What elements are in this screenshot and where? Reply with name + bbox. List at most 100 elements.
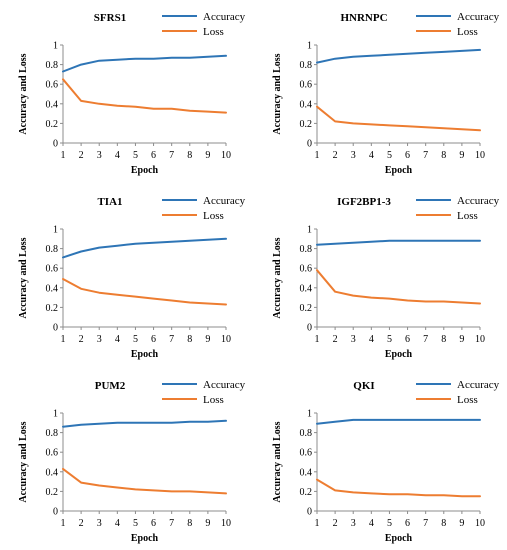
x-axis-label: Epoch (385, 349, 413, 360)
y-axis-label: Accuracy and Loss (18, 421, 29, 502)
y-tick-label: 0.8 (46, 244, 59, 255)
x-tick-label: 6 (405, 518, 410, 529)
y-tick-label: 0.8 (46, 60, 59, 71)
legend-label-accuracy: Accuracy (457, 11, 500, 23)
x-tick-label: 4 (369, 518, 374, 529)
x-axis-label: Epoch (385, 165, 413, 176)
x-axis-label: Epoch (131, 349, 159, 360)
series-line-loss (316, 269, 481, 305)
y-tick-label: 0.6 (300, 448, 313, 459)
y-tick-label: 0.4 (300, 99, 313, 110)
y-axis-label: Accuracy and Loss (18, 53, 29, 134)
chart-panel-5: 0 0.2 0.4 0.6 0.8 1 1 2 3 4 5 6 7 8 9 10 Epoch Accuracy a… (18, 379, 246, 544)
chart-title: PUM2 (95, 380, 126, 392)
y-tick-label: 0.6 (300, 264, 313, 275)
x-tick-label: 5 (133, 518, 138, 529)
x-tick-label: 5 (133, 150, 138, 161)
x-tick-label: 2 (333, 518, 338, 529)
x-tick-label: 10 (221, 150, 231, 161)
x-tick-label: 3 (97, 334, 102, 345)
series-line-accuracy (62, 54, 227, 73)
x-tick-label: 9 (205, 334, 210, 345)
x-axis-label: Epoch (131, 165, 159, 176)
y-tick-label: 1 (307, 409, 312, 420)
x-tick-label: 6 (151, 518, 156, 529)
y-tick-label: 1 (53, 225, 58, 236)
legend-label-accuracy: Accuracy (457, 195, 500, 207)
y-tick-label: 0.6 (46, 448, 59, 459)
x-tick-label: 3 (97, 150, 102, 161)
x-axis-label: Epoch (131, 533, 159, 544)
y-axis-label: Accuracy and Loss (272, 237, 283, 318)
x-tick-label: 5 (133, 334, 138, 345)
x-tick-label: 8 (187, 150, 192, 161)
y-tick-label: 0.4 (300, 283, 313, 294)
legend-label-accuracy: Accuracy (203, 11, 246, 23)
legend-label-loss: Loss (457, 26, 478, 38)
x-tick-label: 5 (387, 334, 392, 345)
series-line-loss (316, 105, 481, 132)
y-tick-label: 1 (307, 225, 312, 236)
chart-title: HNRNPC (340, 12, 387, 24)
chart-title: TIA1 (97, 196, 122, 208)
x-tick-label: 1 (61, 334, 66, 345)
x-tick-label: 6 (151, 334, 156, 345)
x-tick-label: 10 (221, 518, 231, 529)
y-tick-label: 0 (53, 139, 58, 150)
y-tick-label: 0.4 (300, 467, 313, 478)
series-line-accuracy (62, 237, 227, 259)
y-tick-label: 0.4 (46, 99, 59, 110)
x-tick-label: 2 (79, 518, 84, 529)
y-tick-label: 0.2 (300, 119, 313, 130)
x-tick-label: 10 (475, 334, 485, 345)
legend-label-accuracy: Accuracy (203, 195, 246, 207)
y-axis-label: Accuracy and Loss (272, 421, 283, 502)
legend-label-loss: Loss (457, 210, 478, 222)
chart-title: IGF2BP1-3 (337, 196, 391, 208)
legend-label-loss: Loss (457, 394, 478, 406)
x-tick-label: 1 (61, 518, 66, 529)
x-tick-label: 4 (369, 334, 374, 345)
x-tick-label: 9 (205, 150, 210, 161)
y-tick-label: 0.4 (46, 283, 59, 294)
chart-title: QKI (353, 380, 374, 392)
y-axis-label: Accuracy and Loss (18, 237, 29, 318)
series-line-accuracy (316, 418, 481, 425)
series-line-loss (62, 467, 227, 495)
x-tick-label: 7 (423, 518, 428, 529)
x-tick-label: 9 (459, 150, 464, 161)
y-tick-label: 0.6 (46, 264, 59, 275)
legend-label-loss: Loss (203, 394, 224, 406)
x-tick-label: 5 (387, 518, 392, 529)
y-tick-label: 0.4 (46, 467, 59, 478)
x-tick-label: 10 (221, 334, 231, 345)
series-line-accuracy (316, 239, 481, 246)
series-line-loss (62, 278, 227, 306)
x-tick-label: 8 (187, 334, 192, 345)
y-tick-label: 0.2 (46, 119, 59, 130)
y-tick-label: 0.8 (300, 60, 313, 71)
x-tick-label: 8 (441, 150, 446, 161)
series-line-loss (316, 478, 481, 498)
y-tick-label: 0.2 (300, 303, 313, 314)
x-tick-label: 1 (61, 150, 66, 161)
x-tick-label: 4 (115, 334, 120, 345)
x-tick-label: 4 (115, 150, 120, 161)
legend-label-loss: Loss (203, 210, 224, 222)
x-tick-label: 4 (115, 518, 120, 529)
y-tick-label: 0.6 (300, 80, 313, 91)
x-tick-label: 6 (405, 334, 410, 345)
x-tick-label: 7 (169, 150, 174, 161)
chart-panel-1: 0 0.2 0.4 0.6 0.8 1 1 2 3 4 5 6 7 8 9 10 Epoch Accuracy a… (18, 11, 246, 176)
x-tick-label: 3 (97, 518, 102, 529)
x-tick-label: 7 (423, 334, 428, 345)
y-tick-label: 0.6 (46, 80, 59, 91)
x-tick-label: 2 (79, 150, 84, 161)
x-tick-label: 2 (333, 334, 338, 345)
x-tick-label: 2 (333, 150, 338, 161)
y-tick-label: 0 (53, 507, 58, 518)
x-tick-label: 1 (315, 518, 320, 529)
y-tick-label: 1 (53, 41, 58, 52)
y-tick-label: 0.2 (300, 487, 313, 498)
